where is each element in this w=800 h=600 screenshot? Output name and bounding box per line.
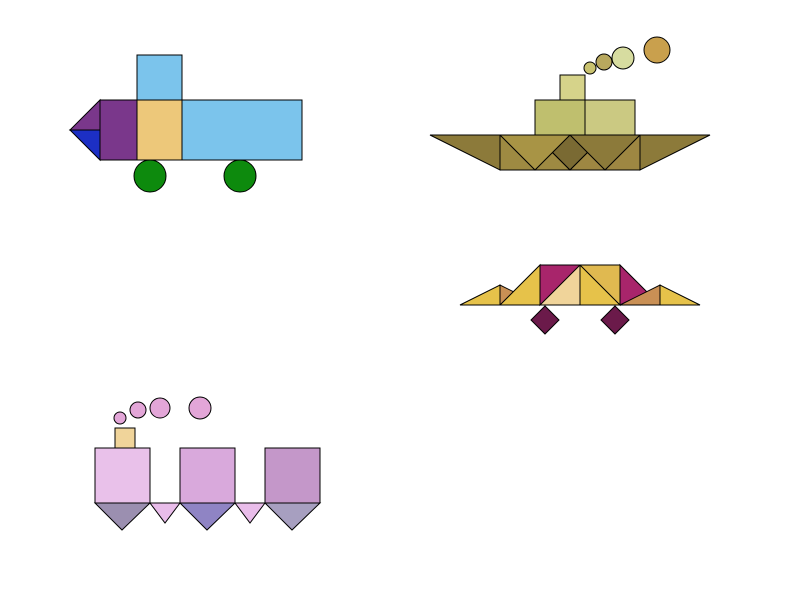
boats-cabin bbox=[115, 428, 135, 448]
boats-smoke-3 bbox=[150, 398, 170, 418]
boats-sq-2 bbox=[180, 448, 235, 503]
ship-cabin-small bbox=[560, 75, 585, 100]
boats-sq-3 bbox=[265, 448, 320, 503]
truck-trailer bbox=[182, 100, 302, 160]
ship-cabin-right bbox=[585, 100, 635, 135]
boats-smoke-4 bbox=[189, 397, 211, 419]
truck-wheel-2 bbox=[224, 160, 256, 192]
truck-cab-top bbox=[137, 55, 182, 100]
boats-sq-1 bbox=[95, 448, 150, 503]
ship-smoke-2 bbox=[596, 54, 612, 70]
truck-wheel-1 bbox=[134, 160, 166, 192]
ship-smoke-1 bbox=[584, 62, 596, 74]
truck-cab-front bbox=[100, 100, 137, 160]
ship-cabin-left bbox=[535, 100, 585, 135]
truck-cab-mid bbox=[137, 100, 182, 160]
ship-smoke-4 bbox=[644, 37, 670, 63]
boats-smoke-2 bbox=[130, 402, 146, 418]
ship-smoke-3 bbox=[612, 47, 634, 69]
shape-diagram bbox=[0, 0, 800, 600]
boats-smoke-1 bbox=[114, 412, 126, 424]
